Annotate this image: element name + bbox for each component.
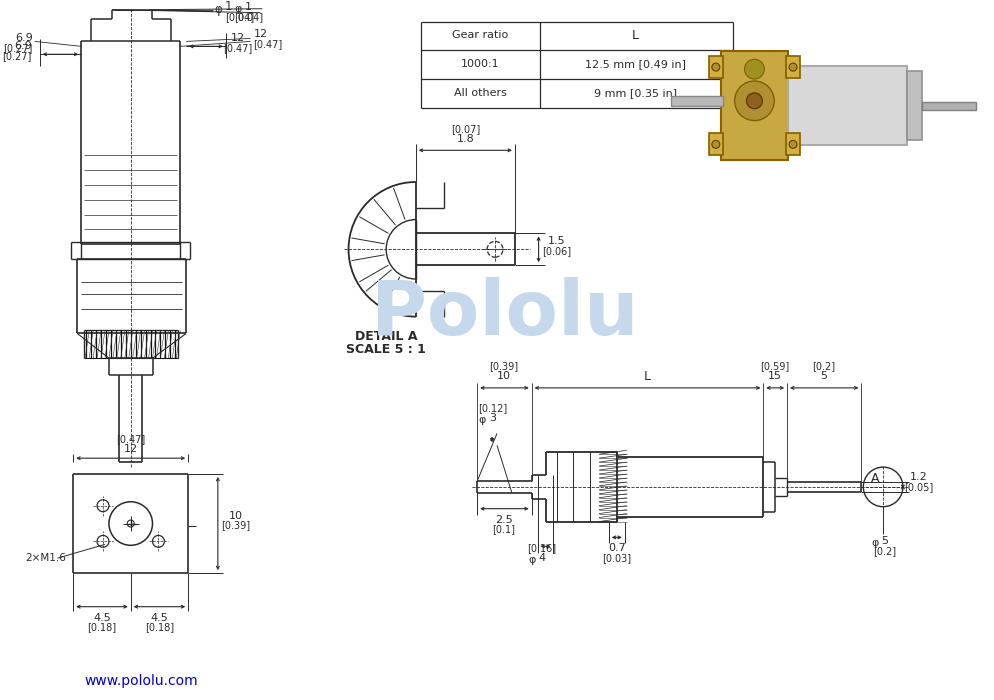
Text: DETAIL A: DETAIL A — [355, 330, 416, 343]
Text: 2×M1.6: 2×M1.6 — [25, 553, 66, 564]
Text: [0.12]: [0.12] — [478, 402, 507, 413]
Bar — [920, 102, 975, 110]
Text: [0.03]: [0.03] — [601, 553, 631, 564]
Text: Gear ratio: Gear ratio — [451, 31, 508, 41]
Text: 10: 10 — [496, 371, 511, 381]
Text: 12: 12 — [253, 29, 267, 39]
Text: 9 mm [0.35 in]: 9 mm [0.35 in] — [593, 88, 677, 98]
Text: 1.8: 1.8 — [456, 134, 474, 144]
Text: 1000:1: 1000:1 — [460, 60, 499, 69]
Text: L: L — [631, 29, 638, 42]
Text: [0.2]: [0.2] — [873, 546, 896, 556]
Text: L: L — [643, 370, 650, 382]
Text: 4.5: 4.5 — [150, 612, 168, 622]
Text: [0.1]: [0.1] — [492, 524, 515, 535]
Text: 12: 12 — [123, 444, 137, 454]
Circle shape — [788, 141, 796, 148]
Bar — [785, 56, 799, 78]
Text: 4.5: 4.5 — [93, 612, 110, 622]
Bar — [700, 15, 989, 195]
Text: 1.2: 1.2 — [909, 472, 926, 482]
Text: All others: All others — [453, 88, 506, 98]
Text: φ: φ — [234, 4, 242, 14]
Text: 12: 12 — [231, 34, 245, 43]
Text: φ: φ — [214, 4, 222, 16]
Text: [0.39]: [0.39] — [221, 521, 249, 531]
Text: [0.18]: [0.18] — [87, 622, 116, 633]
Text: A: A — [870, 473, 879, 486]
Bar — [906, 71, 920, 141]
Text: 10: 10 — [229, 510, 243, 521]
Circle shape — [744, 60, 763, 79]
Text: [0.07]: [0.07] — [450, 125, 479, 134]
Text: Pololu: Pololu — [371, 276, 638, 351]
Circle shape — [711, 141, 719, 148]
Text: 5: 5 — [819, 371, 826, 381]
Text: [0.04]: [0.04] — [225, 12, 253, 22]
Text: [0.04]: [0.04] — [234, 12, 262, 22]
Text: [0.27]: [0.27] — [2, 51, 32, 61]
Text: φ: φ — [528, 555, 535, 565]
Text: 5: 5 — [881, 536, 888, 547]
Text: [0.05]: [0.05] — [904, 482, 932, 492]
Text: 15: 15 — [767, 371, 781, 381]
Circle shape — [734, 81, 773, 120]
Bar — [671, 96, 722, 106]
Bar — [787, 66, 906, 146]
Text: SCALE 5 : 1: SCALE 5 : 1 — [346, 343, 425, 356]
Text: φ: φ — [478, 414, 485, 425]
Text: 4: 4 — [538, 553, 545, 564]
Text: [0.39]: [0.39] — [489, 361, 518, 371]
Text: [0.59]: [0.59] — [759, 361, 789, 371]
Text: 6.9: 6.9 — [14, 41, 32, 51]
Bar — [708, 56, 722, 78]
Text: [0.47]: [0.47] — [253, 39, 282, 50]
Text: [0.18]: [0.18] — [145, 622, 174, 633]
Text: 0.7: 0.7 — [607, 543, 625, 553]
Text: [0.47]: [0.47] — [116, 435, 145, 444]
Bar — [708, 134, 722, 155]
Text: [0.06]: [0.06] — [542, 246, 571, 256]
Circle shape — [746, 93, 761, 108]
Text: 1.5: 1.5 — [547, 237, 565, 246]
Bar — [720, 51, 787, 160]
Bar — [785, 134, 799, 155]
Text: 6.9: 6.9 — [15, 34, 33, 43]
Text: 3: 3 — [489, 412, 496, 423]
Text: [0.16]: [0.16] — [527, 543, 556, 553]
Text: www.pololu.com: www.pololu.com — [84, 674, 198, 688]
Text: [0.47]: [0.47] — [223, 43, 252, 53]
Circle shape — [788, 63, 796, 71]
Text: 1: 1 — [245, 1, 251, 12]
Text: φ: φ — [871, 538, 878, 548]
Text: 12.5 mm [0.49 in]: 12.5 mm [0.49 in] — [584, 60, 686, 69]
Text: 1: 1 — [225, 0, 232, 13]
Text: [0.2]: [0.2] — [811, 361, 834, 371]
Circle shape — [711, 63, 719, 71]
Text: [0.27]: [0.27] — [3, 43, 33, 53]
Text: 2.5: 2.5 — [495, 514, 512, 524]
